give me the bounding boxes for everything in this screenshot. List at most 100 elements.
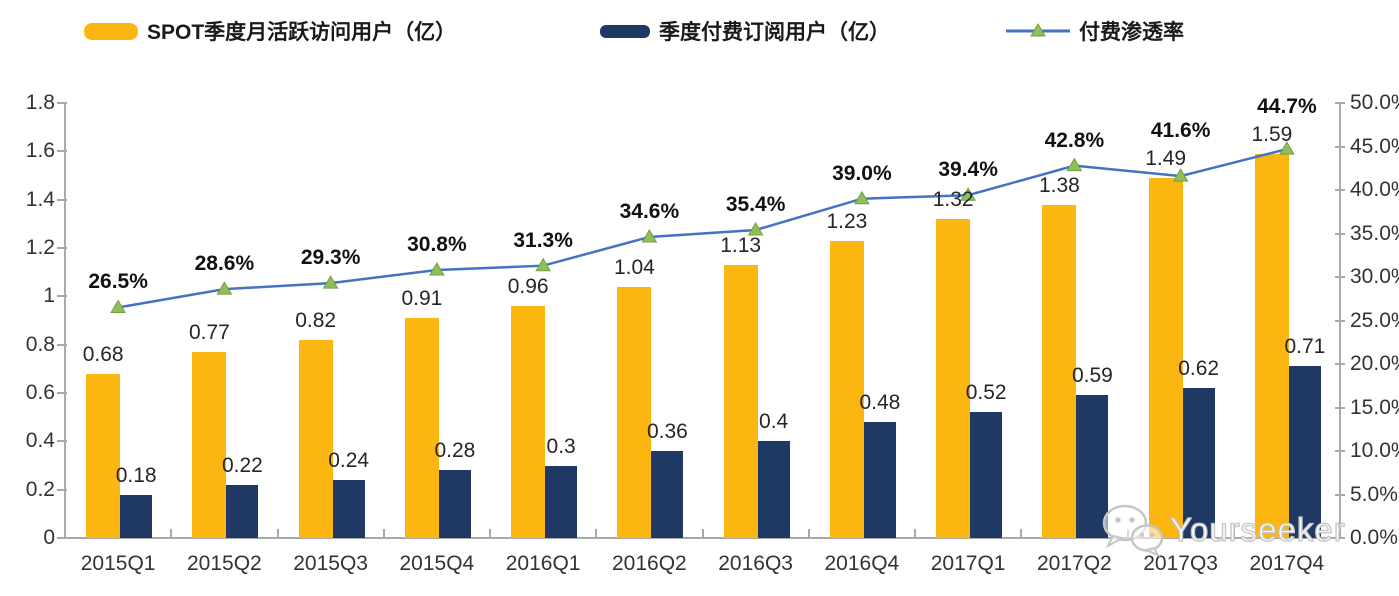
y-axis-left-label: 0.8 — [25, 332, 55, 356]
y-axis-left-label: 1.4 — [25, 187, 55, 211]
penetration-value-label: 39.4% — [938, 158, 998, 182]
subs-value-label: 0.28 — [434, 439, 476, 463]
y-axis-right-tick — [1335, 537, 1345, 539]
y-axis-right-tick — [1335, 319, 1345, 322]
mau-value-label: 0.96 — [507, 275, 549, 298]
triangle-marker — [854, 190, 870, 205]
legend-label-subscribers: 季度付费订阅用户（亿） — [659, 21, 890, 44]
penetration-value-label: 29.3% — [300, 246, 361, 270]
penetration-value-label: 39.0% — [832, 161, 892, 185]
subs-value-label: 0.24 — [328, 449, 370, 472]
x-axis-tick — [1232, 529, 1235, 538]
y-axis-right-label: 25.0% — [1350, 308, 1399, 332]
x-axis-label: 2017Q4 — [1249, 552, 1325, 575]
y-axis-left-tick — [57, 295, 67, 298]
subs-bar — [545, 465, 578, 538]
subs-value-label: 0.4 — [759, 410, 789, 434]
y-axis-left-tick — [57, 150, 67, 153]
mau-value-label: 0.68 — [82, 342, 124, 366]
subs-bar — [1288, 366, 1321, 538]
subs-bar — [1182, 388, 1215, 538]
subs-value-label: 0.71 — [1284, 335, 1326, 359]
mau-bar — [298, 339, 333, 538]
x-axis-label: 2015Q1 — [80, 552, 156, 575]
penetration-value-label: 42.8% — [1044, 128, 1105, 152]
y-axis-left-label: 1.8 — [25, 91, 55, 114]
y-axis-left-label: 1 — [43, 284, 55, 308]
y-axis-right-tick — [1335, 189, 1345, 191]
subs-value-label: 0.36 — [646, 420, 688, 443]
legend-label-mau: SPOT季度月活跃访问用户（亿） — [147, 21, 457, 44]
mau-bar — [404, 318, 439, 538]
x-axis-label: 2016Q4 — [824, 552, 900, 575]
x-axis-label: 2015Q3 — [293, 552, 368, 575]
y-axis-right-tick — [1335, 450, 1345, 452]
mau-value-label: 1.59 — [1251, 122, 1293, 146]
penetration-value-label: 35.4% — [725, 193, 786, 217]
x-axis-tick — [64, 529, 66, 538]
subs-value-label: 0.59 — [1071, 364, 1113, 388]
mau-value-label: 1.32 — [932, 188, 974, 211]
x-axis-tick — [1020, 529, 1023, 538]
mau-bar — [511, 306, 546, 538]
y-axis-right-tick — [1335, 406, 1345, 409]
y-axis-right-label: 35.0% — [1350, 221, 1399, 245]
subs-value-label: 0.22 — [221, 453, 263, 477]
y-axis-right-tick — [1335, 276, 1345, 278]
y-axis-right-label: 40.0% — [1350, 178, 1399, 201]
subs-bar — [757, 441, 790, 538]
y-axis-left-label: 0 — [43, 526, 55, 549]
triangle-marker — [322, 275, 339, 289]
triangle-marker — [641, 228, 658, 243]
triangle-marker — [110, 299, 126, 313]
legend-item-penetration: 付费渗透率 — [1006, 15, 1184, 47]
penetration-value-label: 34.6% — [619, 199, 680, 223]
subs-bar — [863, 422, 896, 538]
legend-line-marker-icon — [1006, 23, 1070, 37]
triangle-marker — [1066, 157, 1083, 172]
mau-value-label: 1.04 — [613, 255, 655, 279]
x-axis-line — [64, 537, 1342, 539]
y-axis-left-label: 1.6 — [25, 139, 55, 163]
y-axis-right-tick — [1335, 102, 1345, 104]
y-axis-right-tick — [1335, 363, 1345, 365]
subs-value-label: 0.52 — [965, 381, 1007, 405]
legend-swatch-mau-bar — [84, 22, 138, 40]
subs-bar — [332, 480, 365, 538]
y-axis-left-tick — [57, 392, 67, 394]
legend-item-subscribers: 季度付费订阅用户（亿） — [600, 15, 890, 47]
y-axis-left-tick — [57, 102, 67, 104]
mau-value-label: 0.82 — [295, 308, 337, 332]
watermark: Yourseeker — [1100, 503, 1346, 557]
triangle-marker — [429, 262, 445, 276]
y-axis-right-label: 5.0% — [1350, 482, 1398, 506]
mau-bar — [617, 286, 652, 538]
penetration-value-label: 41.6% — [1150, 118, 1211, 142]
y-axis-right-label: 0.0% — [1350, 526, 1398, 549]
mau-value-label: 1.49 — [1145, 146, 1187, 170]
mau-bar — [936, 219, 971, 538]
x-axis-label: 2017Q2 — [1037, 552, 1112, 575]
penetration-value-label: 28.6% — [194, 252, 255, 276]
subs-bar — [970, 412, 1003, 538]
y-axis-left-tick — [57, 343, 67, 346]
wechat-icon — [1102, 504, 1164, 557]
penetration-value-label: 30.8% — [407, 233, 467, 257]
mau-bar — [723, 264, 758, 538]
x-axis-tick — [170, 529, 173, 538]
penetration-value-label: 31.3% — [513, 228, 573, 252]
legend-label-penetration: 付费渗透率 — [1079, 21, 1184, 44]
y-axis-left-tick — [57, 440, 67, 443]
x-axis-label: 2017Q1 — [930, 552, 1006, 575]
x-axis-tick — [1339, 529, 1341, 538]
x-axis-tick — [914, 529, 916, 538]
y-axis-left-tick — [57, 247, 67, 249]
y-axis-right-label: 50.0% — [1350, 91, 1399, 114]
subs-bar — [120, 494, 153, 538]
x-axis-label: 2015Q2 — [187, 552, 262, 575]
x-axis-tick — [382, 529, 385, 538]
y-axis-left-tick — [57, 488, 67, 491]
legend-item-mau: SPOT季度月活跃访问用户（亿） — [84, 15, 456, 47]
y-axis-right-label: 15.0% — [1350, 395, 1399, 419]
y-axis-right-tick — [1335, 232, 1345, 235]
